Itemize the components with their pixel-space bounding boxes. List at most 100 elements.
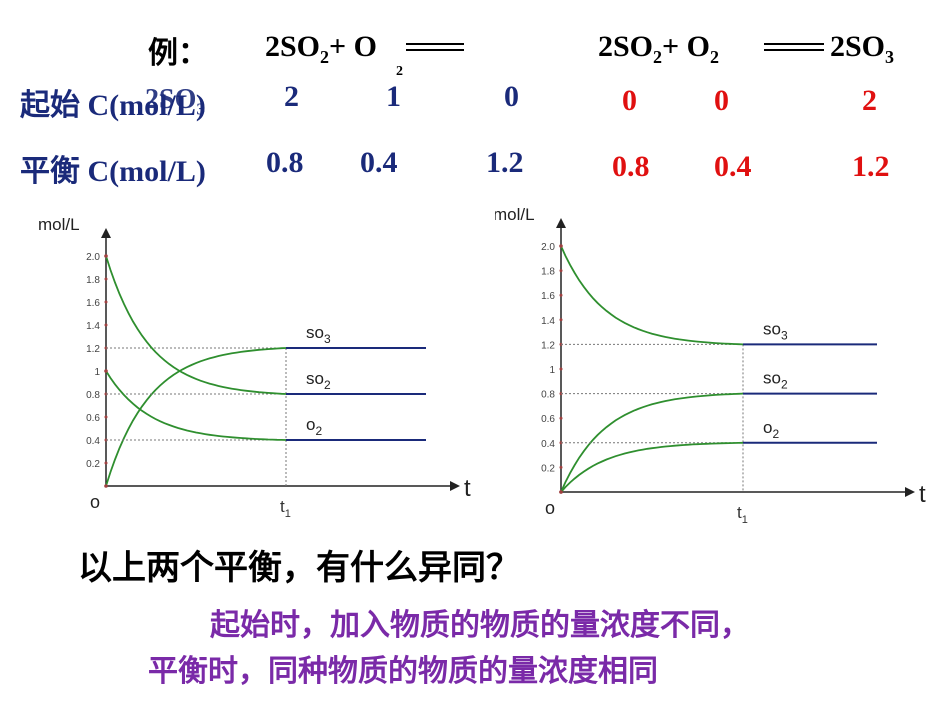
- eq-right-plus-o: + O: [662, 30, 710, 63]
- y-tick-label: 0.2: [541, 463, 555, 474]
- y-tick-mark: [559, 318, 563, 322]
- eq-right-product-wrap: 2SO3: [830, 30, 894, 68]
- y-tick-label: 1.6: [541, 291, 555, 302]
- row-eq-left-o2: 0.4: [360, 146, 398, 179]
- curve-so2: [105, 255, 287, 395]
- row-eq-right-o2: 0.4: [714, 150, 752, 183]
- series-label-so3: so3: [763, 319, 788, 342]
- eq-right-product: 2SO: [830, 30, 886, 63]
- y-tick-mark: [104, 277, 108, 281]
- row-eq-left-so2: 0.8: [266, 146, 304, 179]
- y-tick-label: 2.0: [541, 242, 555, 253]
- y-tick-label: 1: [94, 367, 100, 378]
- y-tick-mark: [104, 323, 108, 327]
- equation-left: 2SO2+ O: [265, 30, 377, 68]
- y-tick-label: 1.2: [86, 344, 100, 355]
- curve-so3: [105, 347, 287, 487]
- question-text: 以上两个平衡，有什么异同？: [78, 548, 520, 588]
- series-label-so2: so2: [306, 369, 331, 392]
- eq-right-o2-sub: 2: [709, 47, 719, 67]
- example-label: 例：: [148, 36, 208, 71]
- t1-label: t1: [737, 503, 748, 526]
- eq-left-plus-o: + O: [329, 30, 377, 63]
- row-start-right-so2: 0: [622, 84, 637, 117]
- y-axis-arrow-icon: [556, 218, 566, 228]
- row-start-label-unit: C(mol/L): [87, 89, 206, 122]
- y-tick-mark: [104, 415, 108, 419]
- y-tick-label: 1: [549, 365, 555, 376]
- y-tick-mark: [559, 465, 563, 469]
- chart-left: mol/L t o 2.0 1.8 1.6 1.4 1.2 1 0.8 0.6 0.4 0.2 t1 so3…: [38, 215, 471, 518]
- start-point-so3: [559, 244, 563, 248]
- eq-left-reactant1-sub: 2: [320, 47, 330, 67]
- origin-label: o: [545, 498, 555, 518]
- y-axis-label: mol/L: [38, 215, 80, 234]
- y-axis-label: mol/L: [495, 205, 535, 224]
- origin-label: o: [90, 492, 100, 512]
- row-eq-label-unit: C(mol/L): [87, 155, 206, 188]
- y-tick-mark: [559, 367, 563, 371]
- y-tick-label: 0.6: [86, 413, 100, 424]
- eq-left-o2-sub: 2: [396, 64, 403, 79]
- series-label-o2: o2: [306, 415, 322, 438]
- x-axis-arrow-icon: [905, 487, 915, 497]
- equation-right: 2SO2+ O2: [598, 30, 719, 68]
- row-start-right-o2: 0: [714, 84, 729, 117]
- y-tick-label: 0.4: [541, 439, 555, 450]
- start-point-o2: [559, 490, 563, 494]
- row-start-left-so3: 0: [504, 80, 519, 113]
- row-eq-right-so2: 0.8: [612, 150, 650, 183]
- y-tick-label: 0.8: [541, 390, 555, 401]
- start-point-so3: [104, 484, 108, 488]
- row-start-left-o2: 1: [386, 80, 401, 113]
- series-label-so3: so3: [306, 323, 331, 346]
- y-tick-mark: [559, 416, 563, 420]
- y-tick-label: 1.6: [86, 298, 100, 309]
- y-tick-label: 1.8: [86, 275, 100, 286]
- curve-so3: [560, 245, 744, 346]
- reversible-arrow-left-icon: [406, 43, 464, 51]
- answer-line-2: 平衡时，同种物质的物质的量浓度相同: [148, 654, 658, 689]
- answer-line-1: 起始时，加入物质的物质的量浓度不同，: [210, 608, 750, 643]
- series-label-o2: o2: [763, 418, 779, 441]
- y-tick-label: 1.2: [541, 340, 555, 351]
- chart-right: mol/L t o 2.0 1.8 1.6 1.4 1.2 1 0.8 0.6 0.4 0.2 t1 so3…: [495, 205, 926, 526]
- y-tick-mark: [559, 269, 563, 273]
- curve-o2: [560, 441, 744, 493]
- row-start-left-so2: 2: [284, 80, 299, 113]
- y-tick-label: 1.8: [541, 267, 555, 278]
- x-axis-arrow-icon: [450, 481, 460, 491]
- eq-right-product-sub: 3: [885, 47, 895, 67]
- t1-label: t1: [280, 497, 291, 518]
- row-eq-label-cn: 平衡: [20, 154, 80, 189]
- equation-left-product: 2SO3: [145, 84, 205, 120]
- y-tick-label: 0.4: [86, 436, 100, 447]
- eq-left-product: 2SO: [145, 84, 197, 115]
- eq-left-reactant1: 2SO: [265, 30, 321, 63]
- y-tick-label: 0.6: [541, 414, 555, 425]
- series-label-so2: so2: [763, 369, 788, 392]
- row-start-label-cn: 起始: [20, 88, 80, 123]
- y-tick-label: 0.2: [86, 459, 100, 470]
- row-eq-right-so3: 1.2: [852, 150, 890, 183]
- y-tick-label: 0.8: [86, 390, 100, 401]
- x-axis-label: t: [919, 481, 926, 508]
- y-tick-mark: [104, 300, 108, 304]
- eq-right-reactant1-sub: 2: [653, 47, 663, 67]
- y-tick-mark: [559, 293, 563, 297]
- start-point-so2: [104, 254, 108, 258]
- row-eq-label: 平衡 C(mol/L): [20, 146, 206, 190]
- y-tick-mark: [104, 461, 108, 465]
- eq-left-product-sub: 3: [196, 99, 205, 119]
- y-axis-arrow-icon: [101, 228, 111, 238]
- curve-o2: [105, 370, 287, 441]
- row-start-label: 起始 C(mol/L): [20, 80, 206, 124]
- row-eq-left-so3: 1.2: [486, 146, 524, 179]
- start-point-o2: [104, 369, 108, 373]
- y-tick-label: 1.4: [541, 316, 555, 327]
- row-start-right-so3: 2: [862, 84, 877, 117]
- y-tick-label: 1.4: [86, 321, 100, 332]
- eq-right-reactant1: 2SO: [598, 30, 654, 63]
- x-axis-label: t: [464, 475, 471, 502]
- curve-so2: [560, 392, 744, 493]
